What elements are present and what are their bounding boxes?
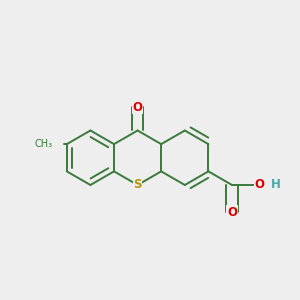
Text: O: O bbox=[133, 101, 142, 114]
Text: O: O bbox=[227, 206, 237, 219]
Text: CH₃: CH₃ bbox=[35, 139, 53, 149]
Text: O: O bbox=[254, 178, 264, 191]
Text: H: H bbox=[271, 178, 281, 191]
Text: S: S bbox=[134, 178, 142, 191]
